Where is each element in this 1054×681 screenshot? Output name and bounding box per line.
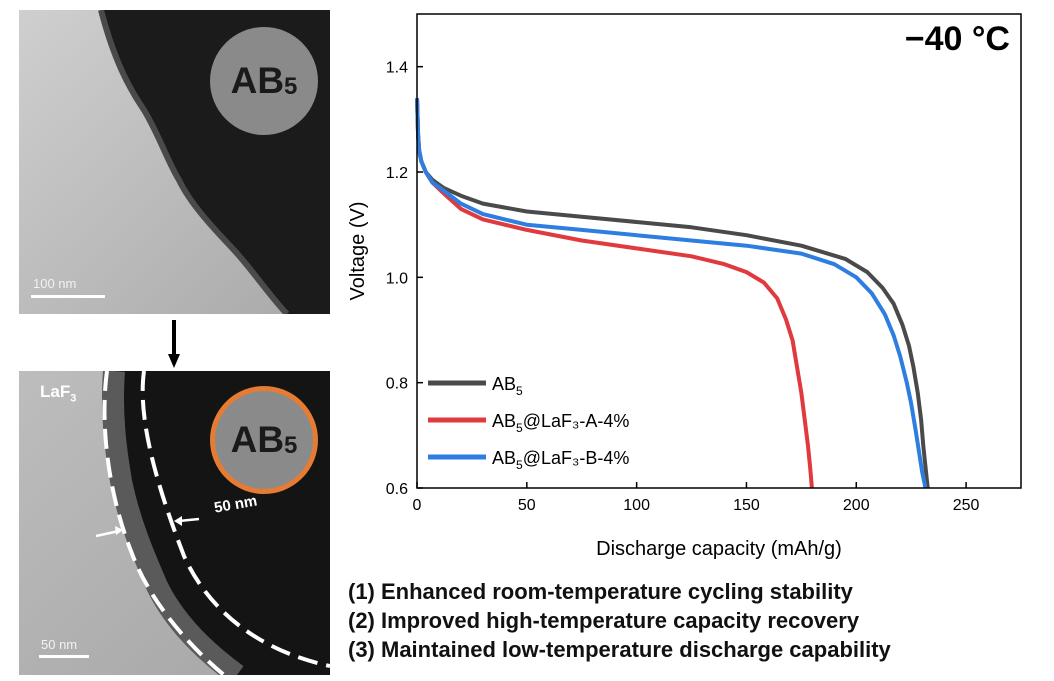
series-line-3 (415, 98, 928, 489)
y-tick-label: 1.2 (386, 165, 408, 182)
scale-bar-label: 50 nm (41, 637, 78, 652)
x-tick-label: 250 (953, 497, 980, 514)
scale-bar (31, 295, 105, 298)
arrow-down-icon (168, 320, 180, 368)
x-tick-label: 200 (843, 497, 870, 514)
highlight-item: (3) Maintained low-temperature discharge… (348, 637, 891, 662)
highlight-item: (2) Improved high-temperature capacity r… (348, 608, 860, 633)
legend-label: AB5@LaF₃-A-4% (492, 411, 629, 435)
temperature-annotation: −40 °C (905, 20, 1010, 58)
x-tick-label: 0 (413, 497, 422, 514)
tem-micrograph (19, 371, 330, 675)
y-tick-label: 1.4 (386, 60, 408, 77)
y-tick-label: 1.0 (386, 270, 408, 287)
coated-ab5-particle-badge: AB 5 (210, 386, 318, 494)
laf3-coating-label: LaF3 (40, 382, 77, 405)
x-tick-label: 100 (623, 497, 650, 514)
tem-image-pristine: AB 5 100 nm (19, 10, 330, 314)
highlights-list: (1) Enhanced room-temperature cycling st… (348, 577, 891, 664)
highlight-item: (1) Enhanced room-temperature cycling st… (348, 579, 853, 604)
legend-label: AB5@LaF₃-B-4% (492, 448, 629, 472)
scale-bar (39, 655, 89, 658)
y-tick-label: 0.6 (386, 481, 408, 498)
plot-frame (416, 13, 1022, 489)
tem-image-coated: LaF3 AB 5 50 nm 50 nm (19, 371, 330, 675)
legend: AB5 AB5@LaF₃-A-4% AB5@LaF₃-B-4% (428, 374, 629, 472)
ab5-particle-badge: AB 5 (210, 27, 318, 135)
legend-label: AB5 (492, 374, 523, 398)
series-layer (415, 98, 930, 489)
x-tick-label: 150 (733, 497, 760, 514)
scale-bar-label: 100 nm (33, 276, 77, 291)
x-tick-label: 50 (518, 497, 536, 514)
y-axis-label: Voltage (V) (347, 202, 369, 301)
x-axis-label: Discharge capacity (mAh/g) (596, 538, 842, 560)
y-tick-label: 0.8 (386, 376, 408, 393)
